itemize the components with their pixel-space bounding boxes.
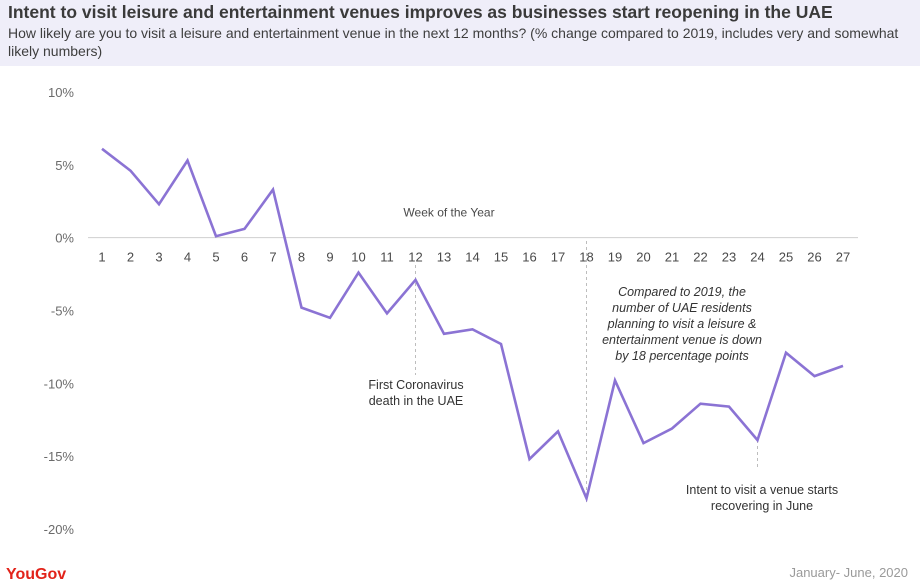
annotation-text: Intent to visit a venue starts recovering… (686, 483, 838, 513)
x-tick-label: 19 (608, 250, 622, 265)
x-tick-label: 3 (155, 250, 162, 265)
x-tick-label: 22 (693, 250, 707, 265)
x-tick-label: 20 (636, 250, 650, 265)
x-tick-label: 13 (437, 250, 451, 265)
annotation-text: Compared to 2019, the number of UAE resid… (602, 285, 762, 363)
annotation-text: First Coronavirus death in the UAE (368, 378, 463, 408)
x-tick-label: 11 (380, 250, 394, 265)
x-tick-label: 7 (269, 250, 276, 265)
annotation-line: recovering in June (711, 499, 813, 513)
x-axis-label: Week of the Year (403, 206, 494, 220)
x-tick-label: 26 (807, 250, 821, 265)
x-tick-label: 1 (98, 250, 105, 265)
x-tick-label: 10 (351, 250, 365, 265)
x-tick-label: 21 (665, 250, 679, 265)
x-tick-label: 14 (465, 250, 479, 265)
annotation-line: entertainment venue is down (602, 333, 762, 347)
y-tick-label: -15% (44, 449, 75, 464)
y-tick-label: -20% (44, 522, 75, 537)
x-tick-label: 12 (408, 250, 422, 265)
chart-subtitle: How likely are you to visit a leisure an… (8, 25, 899, 59)
annotation-line: First Coronavirus (368, 378, 463, 392)
header-band: Intent to visit leisure and entertainmen… (0, 0, 920, 66)
x-tick-label: 23 (722, 250, 736, 265)
x-tick-label: 17 (551, 250, 565, 265)
x-tick-label: 8 (298, 250, 305, 265)
x-tick-label: 9 (326, 250, 333, 265)
y-tick-label: -10% (44, 376, 75, 391)
annotation-line: by 18 percentage points (615, 349, 748, 363)
x-tick-label: 16 (522, 250, 536, 265)
x-tick-label: 4 (184, 250, 191, 265)
annotation-line: number of UAE residents (612, 301, 752, 315)
x-tick-label: 5 (212, 250, 219, 265)
x-tick-label: 24 (750, 250, 764, 265)
y-tick-label: 0% (55, 231, 74, 246)
annotation-line: Intent to visit a venue starts (686, 483, 838, 497)
annotation-line: death in the UAE (369, 394, 464, 408)
x-tick-label: 2 (127, 250, 134, 265)
chart-title: Intent to visit leisure and entertainmen… (8, 2, 833, 22)
x-tick-label: 18 (579, 250, 593, 265)
x-tick-label: 15 (494, 250, 508, 265)
y-tick-label: -5% (51, 304, 75, 319)
annotation-line: Compared to 2019, the (618, 285, 746, 299)
y-tick-label: 10% (48, 85, 74, 100)
x-tick-label: 6 (241, 250, 248, 265)
annotation-line: planning to visit a leisure & (607, 317, 757, 331)
date-range: January- June, 2020 (789, 565, 908, 580)
y-tick-label: 5% (55, 158, 74, 173)
x-tick-label: 27 (836, 250, 850, 265)
series-line (101, 147, 844, 503)
x-tick-label: 25 (779, 250, 793, 265)
yougov-logo: YouGov (6, 566, 67, 583)
